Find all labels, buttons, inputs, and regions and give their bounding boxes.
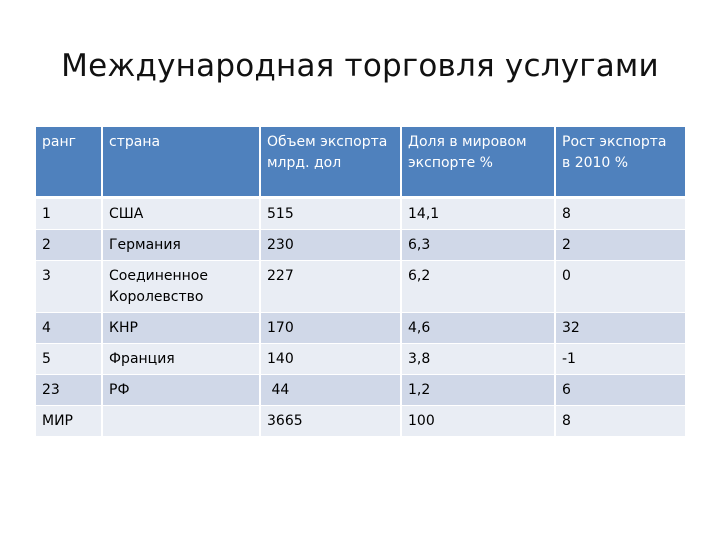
- cell-export-volume: 227: [259, 260, 401, 313]
- cell-world-share: 1,2: [400, 374, 555, 406]
- cell-export-growth: 0: [554, 260, 685, 313]
- table-row: 2 Германия 230 6,3 2: [36, 229, 685, 261]
- cell-country: Соединенное Королевство: [101, 260, 260, 313]
- header-export-growth: Рост экспорта в 2010 %: [554, 127, 685, 199]
- table-row: МИР 3665 100 8: [36, 405, 685, 436]
- header-country: страна: [101, 127, 260, 199]
- cell-world-share: 100: [400, 405, 555, 436]
- cell-export-volume: 170: [259, 312, 401, 344]
- cell-world-share: 14,1: [400, 197, 555, 230]
- cell-export-growth: 8: [554, 197, 685, 230]
- table-row: 3 Соединенное Королевство 227 6,2 0: [36, 260, 685, 313]
- cell-world-share: 6,3: [400, 229, 555, 261]
- table-row: 23 РФ 44 1,2 6: [36, 374, 685, 406]
- cell-export-growth: 2: [554, 229, 685, 261]
- cell-country: Германия: [101, 229, 260, 261]
- cell-rank: 2: [36, 229, 102, 261]
- cell-rank: МИР: [36, 405, 102, 436]
- table-row: 5 Франция 140 3,8 -1: [36, 343, 685, 375]
- cell-export-growth: 8: [554, 405, 685, 436]
- services-trade-table: ранг страна Объем экспорта млрд. дол Дол…: [36, 127, 685, 436]
- cell-rank: 3: [36, 260, 102, 313]
- cell-export-volume: 44: [259, 374, 401, 406]
- cell-country: [101, 405, 260, 436]
- cell-export-volume: 3665: [259, 405, 401, 436]
- cell-country: РФ: [101, 374, 260, 406]
- cell-export-volume: 140: [259, 343, 401, 375]
- table-row: 4 КНР 170 4,6 32: [36, 312, 685, 344]
- cell-rank: 1: [36, 197, 102, 230]
- cell-rank: 23: [36, 374, 102, 406]
- cell-world-share: 6,2: [400, 260, 555, 313]
- cell-export-volume: 515: [259, 197, 401, 230]
- cell-export-growth: 32: [554, 312, 685, 344]
- cell-rank: 5: [36, 343, 102, 375]
- cell-world-share: 4,6: [400, 312, 555, 344]
- table-row: 1 США 515 14,1 8: [36, 197, 685, 230]
- header-export-volume: Объем экспорта млрд. дол: [259, 127, 401, 199]
- cell-export-growth: -1: [554, 343, 685, 375]
- cell-export-volume: 230: [259, 229, 401, 261]
- cell-country: Франция: [101, 343, 260, 375]
- header-world-share: Доля в мировом экспорте %: [400, 127, 555, 199]
- slide-title: Международная торговля услугами: [61, 48, 659, 84]
- cell-country: КНР: [101, 312, 260, 344]
- cell-world-share: 3,8: [400, 343, 555, 375]
- cell-export-growth: 6: [554, 374, 685, 406]
- header-rank: ранг: [36, 127, 102, 199]
- table-header-row: ранг страна Объем экспорта млрд. дол Дол…: [36, 127, 685, 199]
- cell-country: США: [101, 197, 260, 230]
- cell-rank: 4: [36, 312, 102, 344]
